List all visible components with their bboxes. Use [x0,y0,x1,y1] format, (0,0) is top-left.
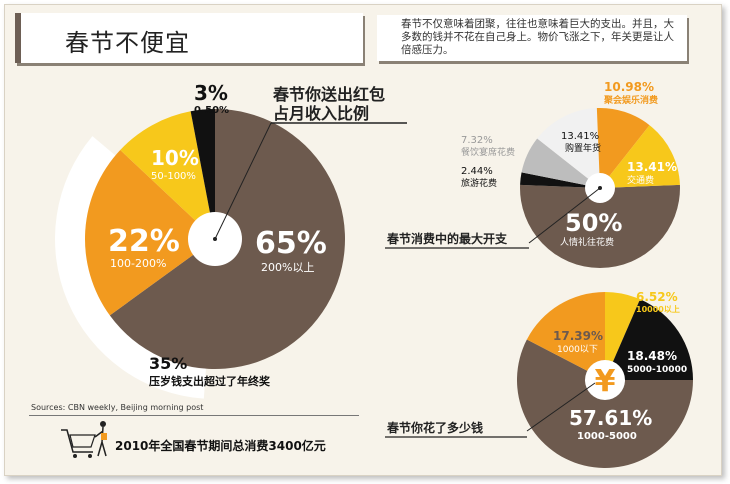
chart2-slice-13-41 [600,125,680,188]
shopping-cart-icon [61,421,107,458]
chart1-slice-22 [85,150,215,316]
yuan-sign-icon: ¥ [595,364,616,399]
chart-red-envelope: 春节你送出红包 占月收入比例 65% 200%以上 22% 100-200% 1… [54,81,407,399]
slice-57-61-pct: 57.61% [569,406,652,430]
chart-biggest-expense: 春节消费中的最大开支 50% 人情礼往花费 2.44% 旅游花费 7.32% 餐… [385,80,680,268]
slice-7-32-label: 餐饮宴席花费 [461,146,515,158]
slice-7-32-pct: 7.32% [461,135,493,146]
chart3-slice-6-52 [605,292,641,380]
chart2-slice-2-44 [520,172,600,188]
intro-text: 春节不仅意味着团聚，往往也意味着巨大的支出。并且，大多数的钱并不花在自己身上。物… [401,18,674,56]
infographic-frame: 春节不便宜 春节不仅意味着团聚，往往也意味着巨大的支出。并且，大多数的钱并不花在… [4,4,722,476]
sources-divider [29,415,359,416]
slice-13-41a-label: 购置年货 [565,142,601,154]
slice-50-label: 人情礼往花费 [560,236,614,248]
slice-65-label: 200%以上 [261,261,314,274]
chart3-leader-line [526,382,596,432]
slice-6-52-label: 10000以上 [636,304,680,314]
slice-3-pct: 3% [194,81,228,105]
chart3-slice-18-48 [605,299,693,380]
chart1-title-line2: 占月收入比例 [273,104,369,123]
charts-canvas: 春节你送出红包 占月收入比例 65% 200%以上 22% 100-200% 1… [54,80,693,469]
slice-2-44-pct: 2.44% [461,166,493,177]
slice-10-98-label: 聚会娱乐消费 [603,94,658,106]
chart2-leader-line [528,187,601,244]
slice-10-98-pct: 10.98% [604,80,654,94]
chart2-slice-13-41 [537,108,600,188]
chart2-leader-dot [598,186,602,190]
sources-note: Sources: CBN weekly, Beijing morning pos… [31,403,204,412]
chart3-center-hole [585,360,625,400]
title-accent-bar [15,13,21,63]
chart3-slice-17-39 [526,292,605,380]
slice-18-48-pct: 18.48% [627,349,677,363]
slice-13-41b-pct: 13.41% [627,160,677,174]
annotation-35-arc [54,136,206,399]
intro-box: 春节不仅意味着团聚，往往也意味着巨大的支出。并且，大多数的钱并不花在自己身上。物… [377,15,687,61]
slice-57-61-label: 1000-5000 [577,431,637,442]
annotation-35-text: 压岁钱支出超过了年终奖 [149,374,271,388]
slice-17-39-pct: 17.39% [553,329,603,343]
chart3-slice-57-61 [517,339,693,469]
title-box: 春节不便宜 [15,13,363,63]
chart1-title-line1: 春节你送出红包 [272,85,385,104]
chart3-title: 春节你花了多少钱 [386,420,483,435]
chart1-leader-line [214,122,272,240]
chart1-slice-3 [190,108,215,239]
slice-6-52-pct: 6.52% [636,290,678,304]
slice-22-label: 100-200% [110,257,166,270]
chart2-slices [520,107,680,268]
slice-10-pct: 10% [151,146,199,170]
chart2-slice-50 [520,184,680,268]
slice-50-pct: 50% [565,209,622,237]
chart1-leader-dot [213,237,217,241]
chart-how-much-spent: ¥ 春节你花了多少钱 57.61% 1000-5000 17.39% 1000以… [385,290,693,469]
chart2-slice-7-32 [521,138,600,188]
chart3-slices [517,292,693,469]
chart1-slice-10 [120,111,215,239]
shopper-person-icon [94,421,107,457]
total-consumption-text: 2010年全国春节期间总消费3400亿元 [115,439,326,453]
annotation-35-pct: 35% [149,354,187,373]
slice-13-41a-pct: 13.41% [561,131,599,142]
slice-17-39-label: 1000以下 [557,345,598,355]
slice-65-pct: 65% [255,226,327,261]
page-title: 春节不便宜 [65,29,190,57]
slice-22-pct: 22% [108,224,180,259]
slice-13-41b-label: 交通费 [627,174,654,186]
slice-10-label: 50-100% [151,171,196,182]
chart2-slice-10-98 [596,107,650,188]
slice-2-44-label: 旅游花费 [461,177,497,189]
chart2-title: 春节消费中的最大开支 [386,231,508,246]
slice-3-label: 0-50% [194,105,229,116]
slice-18-48-label: 5000-10000 [627,365,687,375]
